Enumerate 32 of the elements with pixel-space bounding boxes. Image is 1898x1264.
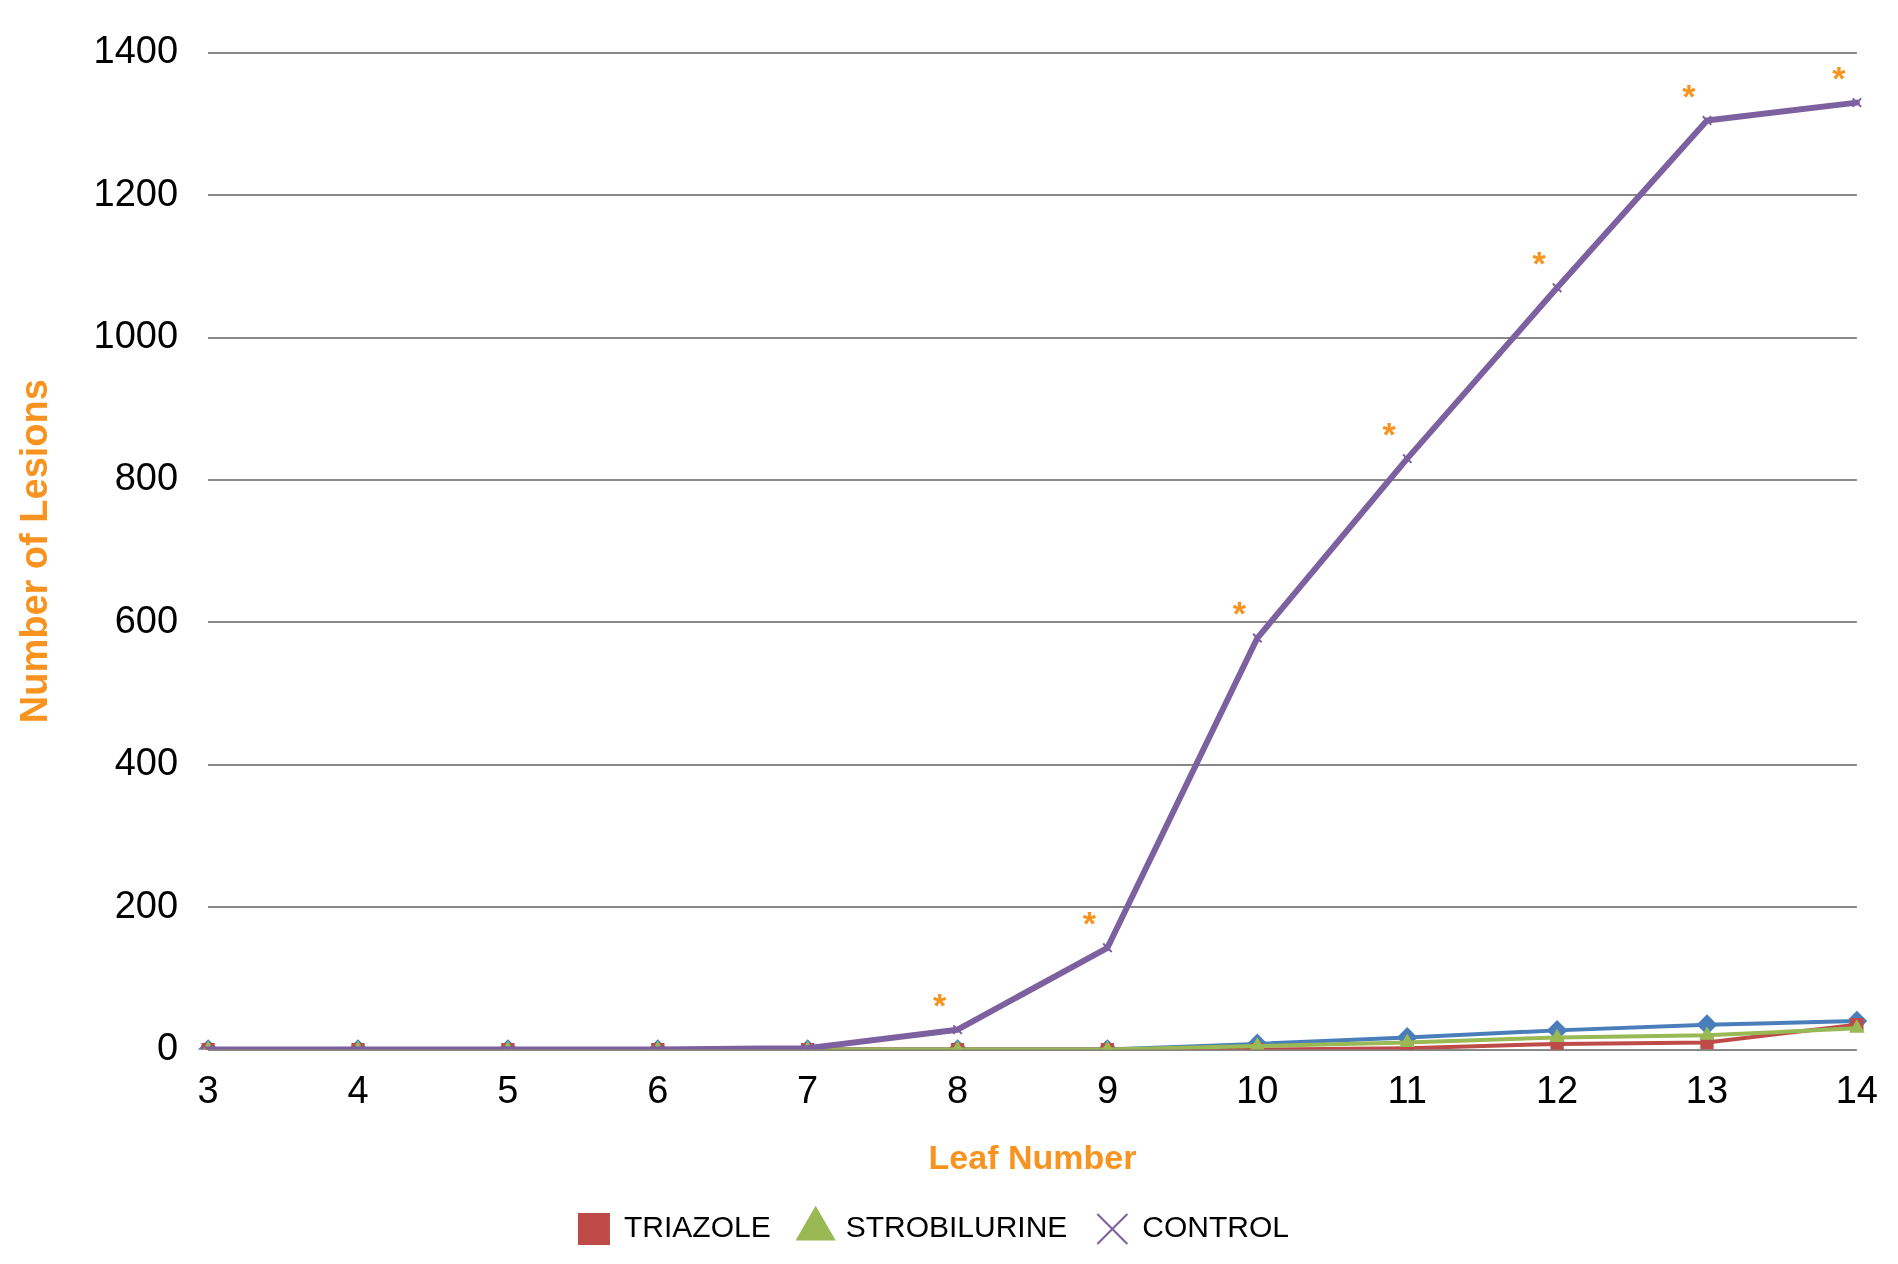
annotation: * xyxy=(1682,76,1697,115)
x-axis-title: Leaf Number xyxy=(928,1137,1137,1176)
x-tick-label: 5 xyxy=(497,1068,519,1111)
x-tick-label: 9 xyxy=(1096,1068,1119,1111)
x-tick-label: 6 xyxy=(647,1068,669,1111)
legend-label: STROBILURINE xyxy=(845,1210,1068,1244)
x-tick-label: 4 xyxy=(347,1068,369,1111)
x-tick-label: 10 xyxy=(1236,1068,1279,1111)
annotation: * xyxy=(932,986,947,1025)
y-tick-label: 0 xyxy=(156,1026,179,1069)
annotation: * xyxy=(1532,244,1547,283)
x-tick-label: 3 xyxy=(197,1068,219,1111)
x-tick-label: 14 xyxy=(1835,1068,1879,1111)
y-tick-label: 200 xyxy=(114,883,179,926)
y-tick-label: 800 xyxy=(114,456,179,499)
y-tick-label: 1000 xyxy=(93,314,179,357)
annotation: * xyxy=(1232,594,1247,633)
legend-label: TRIAZOLE xyxy=(623,1210,771,1244)
annotation: * xyxy=(1082,904,1097,943)
y-tick-label: 1200 xyxy=(93,171,179,214)
x-tick-label: 12 xyxy=(1535,1068,1579,1111)
y-axis-title: Number of Lesions xyxy=(13,379,56,724)
y-tick-label: 1400 xyxy=(93,29,179,72)
y-tick-label: 600 xyxy=(114,598,179,641)
x-tick-label: 8 xyxy=(946,1068,969,1111)
annotation: * xyxy=(1382,415,1397,454)
legend-label: CONTROL xyxy=(1142,1210,1290,1244)
x-tick-label: 11 xyxy=(1387,1068,1427,1111)
y-tick-label: 400 xyxy=(114,741,179,784)
annotation: * xyxy=(1832,59,1847,98)
x-tick-label: 13 xyxy=(1685,1068,1729,1111)
x-tick-label: 7 xyxy=(797,1068,819,1111)
